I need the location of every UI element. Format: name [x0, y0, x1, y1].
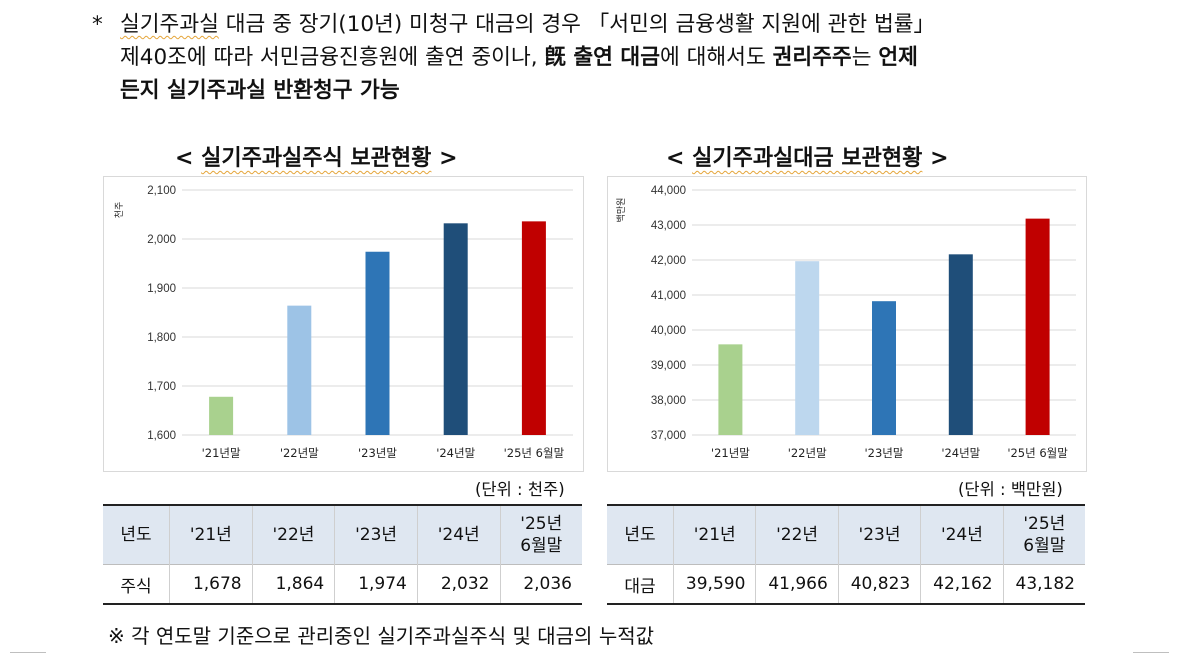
note-segment: 旣 출연 대금 — [544, 45, 660, 70]
note-line-1: 실기주과실 대금 중 장기(10년) 미청구 대금의 경우 「서민의 금융생활 … — [120, 8, 935, 41]
cash-bar-chart-svg: 37,000 38,000 39,000 40,000 41,000 42,000 43,0… — [616, 185, 1076, 460]
note-asterisk: * — [92, 12, 103, 37]
stock-chart-title-text: 실기주과실주식 보관현황 — [201, 146, 432, 171]
bar-3 — [872, 301, 896, 435]
table-header-row: 년도 '21년 '22년 '23년 '24년 '25년 6월말 — [607, 504, 1085, 565]
y-tick-label: 37,000 — [651, 430, 686, 442]
cash-data-table: 년도 '21년 '22년 '23년 '24년 '25년 6월말 대금 39,59… — [607, 504, 1085, 605]
header-year: '23년 — [837, 504, 921, 565]
x-tick-label: '23년말 — [358, 446, 397, 460]
bar-2 — [795, 261, 820, 435]
header-year: '24년 — [416, 504, 500, 565]
header-year: '24년 — [920, 504, 1004, 565]
bar-5 — [1025, 218, 1050, 435]
x-tick-label: '22년말 — [280, 446, 319, 460]
table-cell: 2,036 — [499, 564, 582, 605]
bar-5 — [521, 221, 546, 435]
x-tick-label: '25년 6월말 — [1007, 446, 1068, 460]
y-tick-label: 1,800 — [147, 332, 176, 344]
y-tick-label: 2,000 — [147, 234, 176, 246]
header-year: '22년 — [755, 504, 839, 565]
header-year-last: '25년 6월말 — [1002, 504, 1085, 565]
x-tick-label: '24년말 — [436, 446, 475, 460]
x-tick-label: '24년말 — [941, 446, 980, 460]
table-cell: 41,966 — [755, 564, 839, 605]
y-axis-label: 백만원 — [616, 198, 627, 223]
y-tick-label: 1,700 — [147, 381, 176, 393]
row-label: 대금 — [607, 564, 674, 605]
y-tick-label: 39,000 — [651, 360, 686, 372]
bar-3 — [365, 251, 390, 435]
table-cell: 40,823 — [837, 564, 921, 605]
bar-4 — [443, 223, 468, 435]
stock-bar-chart-svg: 1,600 1,700 1,800 1,900 2,000 2,100 천주 '21년말 '22… — [114, 185, 573, 460]
y-tick-label: 38,000 — [651, 395, 686, 407]
y-tick-label: 1,600 — [147, 430, 176, 442]
y-tick-label: 2,100 — [147, 185, 176, 197]
note-segment: 언제 — [878, 45, 918, 70]
y-tick-label: 44,000 — [651, 185, 686, 197]
y-tick-label: 1,900 — [147, 283, 176, 295]
header-year-last-line1: '25년 — [520, 514, 563, 534]
table-cell: 1,864 — [251, 564, 335, 605]
x-tick-label: '22년말 — [788, 446, 827, 460]
header-year: '21년 — [672, 504, 756, 565]
table-header-row: 년도 '21년 '22년 '23년 '24년 '25년 6월말 — [103, 504, 582, 565]
bar-1 — [209, 396, 234, 435]
row-label: 주식 — [103, 564, 170, 605]
bar-1 — [718, 344, 743, 435]
cash-chart-title-text: 실기주과실대금 보관현황 — [692, 146, 923, 171]
stock-data-table: 년도 '21년 '22년 '23년 '24년 '25년 6월말 주식 1,678… — [103, 504, 582, 605]
stock-bar-chart: 1,600 1,700 1,800 1,900 2,000 2,100 천주 '21년말 '22… — [103, 176, 584, 472]
table-cell: 1,678 — [169, 564, 253, 605]
y-tick-label: 40,000 — [651, 325, 686, 337]
x-tick-label: '21년말 — [202, 446, 241, 460]
y-tick-label: 41,000 — [651, 290, 686, 302]
table-cell: 39,590 — [672, 564, 756, 605]
page-edge-left — [10, 652, 46, 653]
note-segment: 는 — [851, 45, 879, 70]
header-year-last: '25년 6월말 — [499, 504, 582, 565]
bar-2 — [287, 305, 312, 435]
x-tick-label: '23년말 — [865, 446, 904, 460]
table-row: 대금 39,590 41,966 40,823 42,162 43,182 — [607, 564, 1085, 605]
note-segment: 실기주과실 — [120, 12, 219, 37]
table-cell: 1,974 — [334, 564, 418, 605]
cash-unit-label: (단위 : 백만원) — [958, 480, 1063, 499]
header-year-last-line2: 6월말 — [520, 536, 563, 556]
note-segment: 든지 실기주과실 반환청구 가능 — [120, 78, 400, 103]
note-line-2: 제40조에 따라 서민금융진흥원에 출연 중이나, 旣 출연 대금에 대해서도 … — [120, 41, 918, 74]
header-year-label: 년도 — [103, 504, 170, 565]
header-year: '23년 — [334, 504, 418, 565]
cash-bar-chart: 37,000 38,000 39,000 40,000 41,000 42,000 43,0… — [607, 176, 1087, 472]
page-edge-right — [1133, 652, 1169, 653]
table-cell: 43,182 — [1002, 564, 1085, 605]
y-tick-label: 42,000 — [651, 255, 686, 267]
cash-chart-title: < 실기주과실대금 보관현황 > — [666, 146, 949, 171]
table-cell: 42,162 — [920, 564, 1004, 605]
note-segment: 에 대해서도 — [660, 45, 773, 70]
stock-chart-title: < 실기주과실주식 보관현황 > — [175, 146, 458, 171]
header-year: '22년 — [251, 504, 335, 565]
y-axis-label: 천주 — [114, 202, 125, 219]
note-line-3: 든지 실기주과실 반환청구 가능 — [120, 74, 400, 107]
stock-unit-label: (단위 : 천주) — [475, 480, 565, 499]
table-row: 주식 1,678 1,864 1,974 2,032 2,036 — [103, 564, 582, 605]
note-segment: 권리주주 — [772, 45, 852, 70]
table-cell: 2,032 — [416, 564, 500, 605]
x-tick-label: '21년말 — [711, 446, 750, 460]
x-tick-label: '25년 6월말 — [504, 446, 565, 460]
header-year-last-line1: '25년 — [1023, 514, 1066, 534]
header-year-label: 년도 — [607, 504, 674, 565]
y-tick-label: 43,000 — [651, 220, 686, 232]
bar-4 — [948, 254, 973, 435]
header-year-last-line2: 6월말 — [1023, 536, 1066, 556]
header-year: '21년 — [169, 504, 253, 565]
footnote: ※ 각 연도말 기준으로 관리중인 실기주과실주식 및 대금의 누적값 — [108, 624, 655, 648]
note-segment: 대금 중 장기(10년) 미청구 대금의 경우 「서민의 금융생활 지원에 관한… — [218, 12, 936, 37]
note-segment: 제40조에 따라 서민금융진흥원에 출연 중이나, — [120, 45, 545, 70]
